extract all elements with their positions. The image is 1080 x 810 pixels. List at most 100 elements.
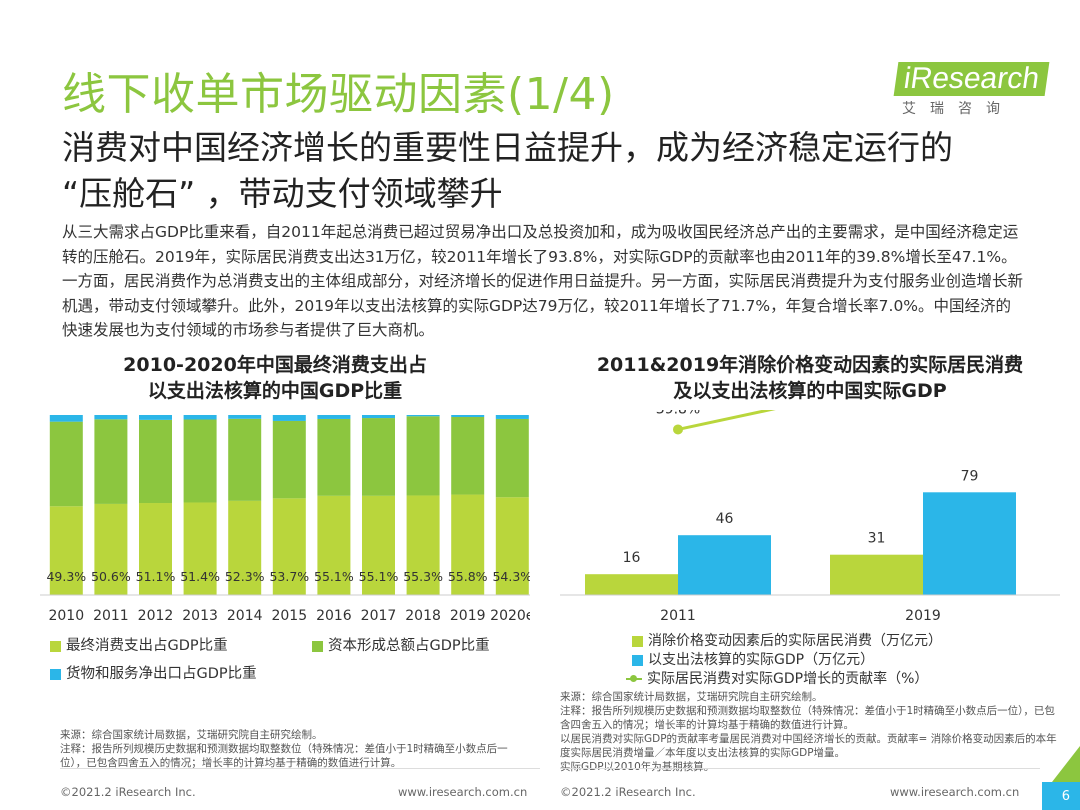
- data-label-2020e: 54.3%: [492, 569, 530, 584]
- data-label-2019: 55.8%: [448, 569, 488, 584]
- x-tick-label-2012: 2012: [138, 608, 174, 624]
- legend-line-marker-icon: [626, 675, 642, 682]
- bar-capital-2011: [94, 419, 128, 504]
- corner-accent: [1052, 746, 1080, 782]
- left-legend-item-netexport: 货物和服务净出口占GDP比重: [50, 662, 257, 683]
- left-chart-title-line1: 2010-2020年中国最终消费支出占: [123, 354, 427, 376]
- bar-netexport-2017: [362, 415, 395, 419]
- x-tick-label-2016: 2016: [316, 608, 352, 624]
- footer-left-brand: ©2021.2 iResearch Inc.: [60, 785, 196, 799]
- iresearch-logo: iResearch 艾瑞咨询: [893, 62, 1050, 118]
- footer-right-brand: ©2021.2 iResearch Inc.: [560, 785, 696, 799]
- bar-consumption-2018: [406, 495, 440, 595]
- bar-consumption-2014: [228, 500, 262, 595]
- contribution-label-2011: 39.8%: [656, 410, 700, 417]
- bar-capital-2018: [406, 416, 440, 496]
- x-tick-label-2020e: 2020e: [490, 608, 530, 624]
- left-legend-item-capital: 资本形成总额占GDP比重: [312, 634, 490, 655]
- bar-gdp-2019: [923, 492, 1016, 595]
- bar-capital-2013: [183, 419, 217, 503]
- bar-consumption-2019: [451, 494, 485, 595]
- data-label-consumption-2019: 31: [868, 531, 886, 547]
- data-label-2016: 55.1%: [314, 569, 354, 584]
- bar-consumption-2011: [585, 574, 678, 595]
- right-bar-line-chart: 164620113179201939.8%47.1%: [560, 410, 1060, 624]
- left-note: 注释：报告所列规模历史数据和预测数据均取整数位（特殊情况：差值小于1时精确至小数…: [60, 743, 508, 769]
- legend-swatch-icon: [632, 654, 643, 666]
- bar-netexport-2018: [406, 415, 440, 417]
- data-label-2014: 52.3%: [225, 569, 265, 584]
- x-tick-label-2010: 2010: [48, 608, 84, 624]
- data-label-2011: 50.6%: [91, 569, 131, 584]
- intro-paragraph: 从三大需求占GDP比重来看，自2011年起总消费已超过贸易净出口及总投资加和，成…: [62, 223, 1024, 339]
- bar-consumption-2012: [139, 503, 172, 595]
- page-subtitle-line1: 消费对中国经济增长的重要性日益提升，成为经济稳定运行的: [62, 128, 953, 167]
- x-tick-label-2014: 2014: [227, 608, 263, 624]
- legend-swatch-icon: [50, 640, 61, 652]
- page-number-badge: [1042, 782, 1080, 810]
- data-label-2018: 55.3%: [403, 569, 443, 584]
- x-tick-label-2017: 2017: [361, 608, 397, 624]
- bar-consumption-2011: [94, 503, 128, 595]
- left-stacked-bar-chart: 49.3% 2010 50.6% 2011 51.1% 2012 51.4% 2013 52.3…: [40, 415, 530, 624]
- logo-cn: 艾瑞咨询: [902, 101, 1014, 117]
- right-chart-title-line1: 2011&2019年消除价格变动因素的实际居民消费: [596, 354, 1024, 376]
- x-tick-label-2015: 2015: [271, 608, 307, 624]
- bar-capital-2010: [49, 421, 83, 507]
- bar-netexport-2019: [451, 415, 485, 417]
- data-label-2010: 49.3%: [46, 569, 86, 584]
- logo-word: iResearch: [893, 62, 1050, 96]
- contribution-point-2011: [673, 424, 683, 435]
- data-label-gdp-2011: 46: [716, 511, 734, 527]
- bar-netexport-2012: [139, 415, 172, 420]
- bar-capital-2016: [317, 418, 351, 496]
- right-legend-item-consumption: 消除价格变动因素后的实际居民消费（万亿元）: [632, 630, 942, 650]
- data-label-2013: 51.4%: [180, 569, 220, 584]
- right-chart-title-line2: 及以支出法核算的中国实际GDP: [673, 380, 947, 402]
- footer-left-url: www.iresearch.com.cn: [398, 785, 528, 799]
- data-label-gdp-2019: 79: [961, 468, 979, 484]
- legend-swatch-icon: [50, 668, 61, 680]
- bar-consumption-2013: [183, 502, 217, 595]
- bar-netexport-2011: [94, 415, 128, 420]
- footer-divider: [560, 768, 1040, 769]
- right-legend-item-gdp: 以支出法核算的实际GDP（万亿元）: [632, 649, 874, 669]
- bar-capital-2012: [139, 419, 172, 504]
- bar-consumption-2017: [362, 495, 395, 595]
- bar-consumption-2019: [830, 554, 923, 595]
- left-chart-title: 2010-2020年中国最终消费支出占 以支出法核算的中国GDP比重: [40, 352, 510, 404]
- right-chart-legend: 消除价格变动因素后的实际居民消费（万亿元） 以支出法核算的实际GDP（万亿元） …: [626, 630, 1052, 690]
- page-title: 线下收单市场驱动因素(1/4): [62, 69, 615, 120]
- bar-consumption-2016: [317, 495, 351, 595]
- right-source: 来源：综合国家统计局数据，艾瑞研究院自主研究绘制。: [560, 691, 823, 703]
- bar-capital-2017: [362, 418, 395, 496]
- data-label-consumption-2011: 16: [623, 550, 641, 566]
- data-label-2012: 51.1%: [136, 569, 176, 584]
- right-note3: 实际GDP以2010年为基期核算。: [560, 761, 715, 773]
- bar-capital-2015: [272, 420, 306, 499]
- bar-consumption-2020e: [495, 497, 529, 595]
- right-legend-item-contribution: 实际居民消费对实际GDP增长的贡献率（%）: [626, 668, 928, 688]
- page-number: 6: [1061, 789, 1070, 804]
- page-subtitle-line2: “压舱石” ，带动支付领域攀升: [62, 174, 503, 213]
- x-tick-label-2018: 2018: [405, 608, 441, 624]
- bar-netexport-2013: [183, 415, 217, 420]
- x-tick-label-2019: 2019: [905, 608, 941, 624]
- legend-swatch-icon: [632, 635, 643, 647]
- data-label-2015: 53.7%: [269, 569, 309, 584]
- left-chart-title-line2: 以支出法核算的中国GDP比重: [147, 380, 403, 402]
- legend-swatch-icon: [312, 640, 323, 652]
- left-legend-item-consumption: 最终消费支出占GDP比重: [50, 634, 228, 655]
- right-chart-title: 2011&2019年消除价格变动因素的实际居民消费 及以支出法核算的中国实际GD…: [560, 352, 1060, 404]
- data-label-2017: 55.1%: [359, 569, 399, 584]
- bar-consumption-2015: [272, 498, 306, 595]
- bar-netexport-2010: [49, 415, 83, 422]
- right-notes: 来源：综合国家统计局数据，艾瑞研究院自主研究绘制。 注释：报告所列规模历史数据和…: [560, 690, 1065, 774]
- footer-divider: [60, 768, 540, 769]
- x-tick-label-2019: 2019: [450, 608, 486, 624]
- bar-capital-2014: [228, 418, 262, 501]
- right-note: 注释：报告所列规模历史数据和预测数据均取整数位（特殊情况：差值小于1时精确至小数…: [560, 705, 1055, 731]
- bar-netexport-2016: [317, 415, 351, 419]
- left-notes: 来源：综合国家统计局数据，艾瑞研究院自主研究绘制。 注释：报告所列规模历史数据和…: [60, 728, 530, 770]
- bar-netexport-2015: [272, 415, 306, 421]
